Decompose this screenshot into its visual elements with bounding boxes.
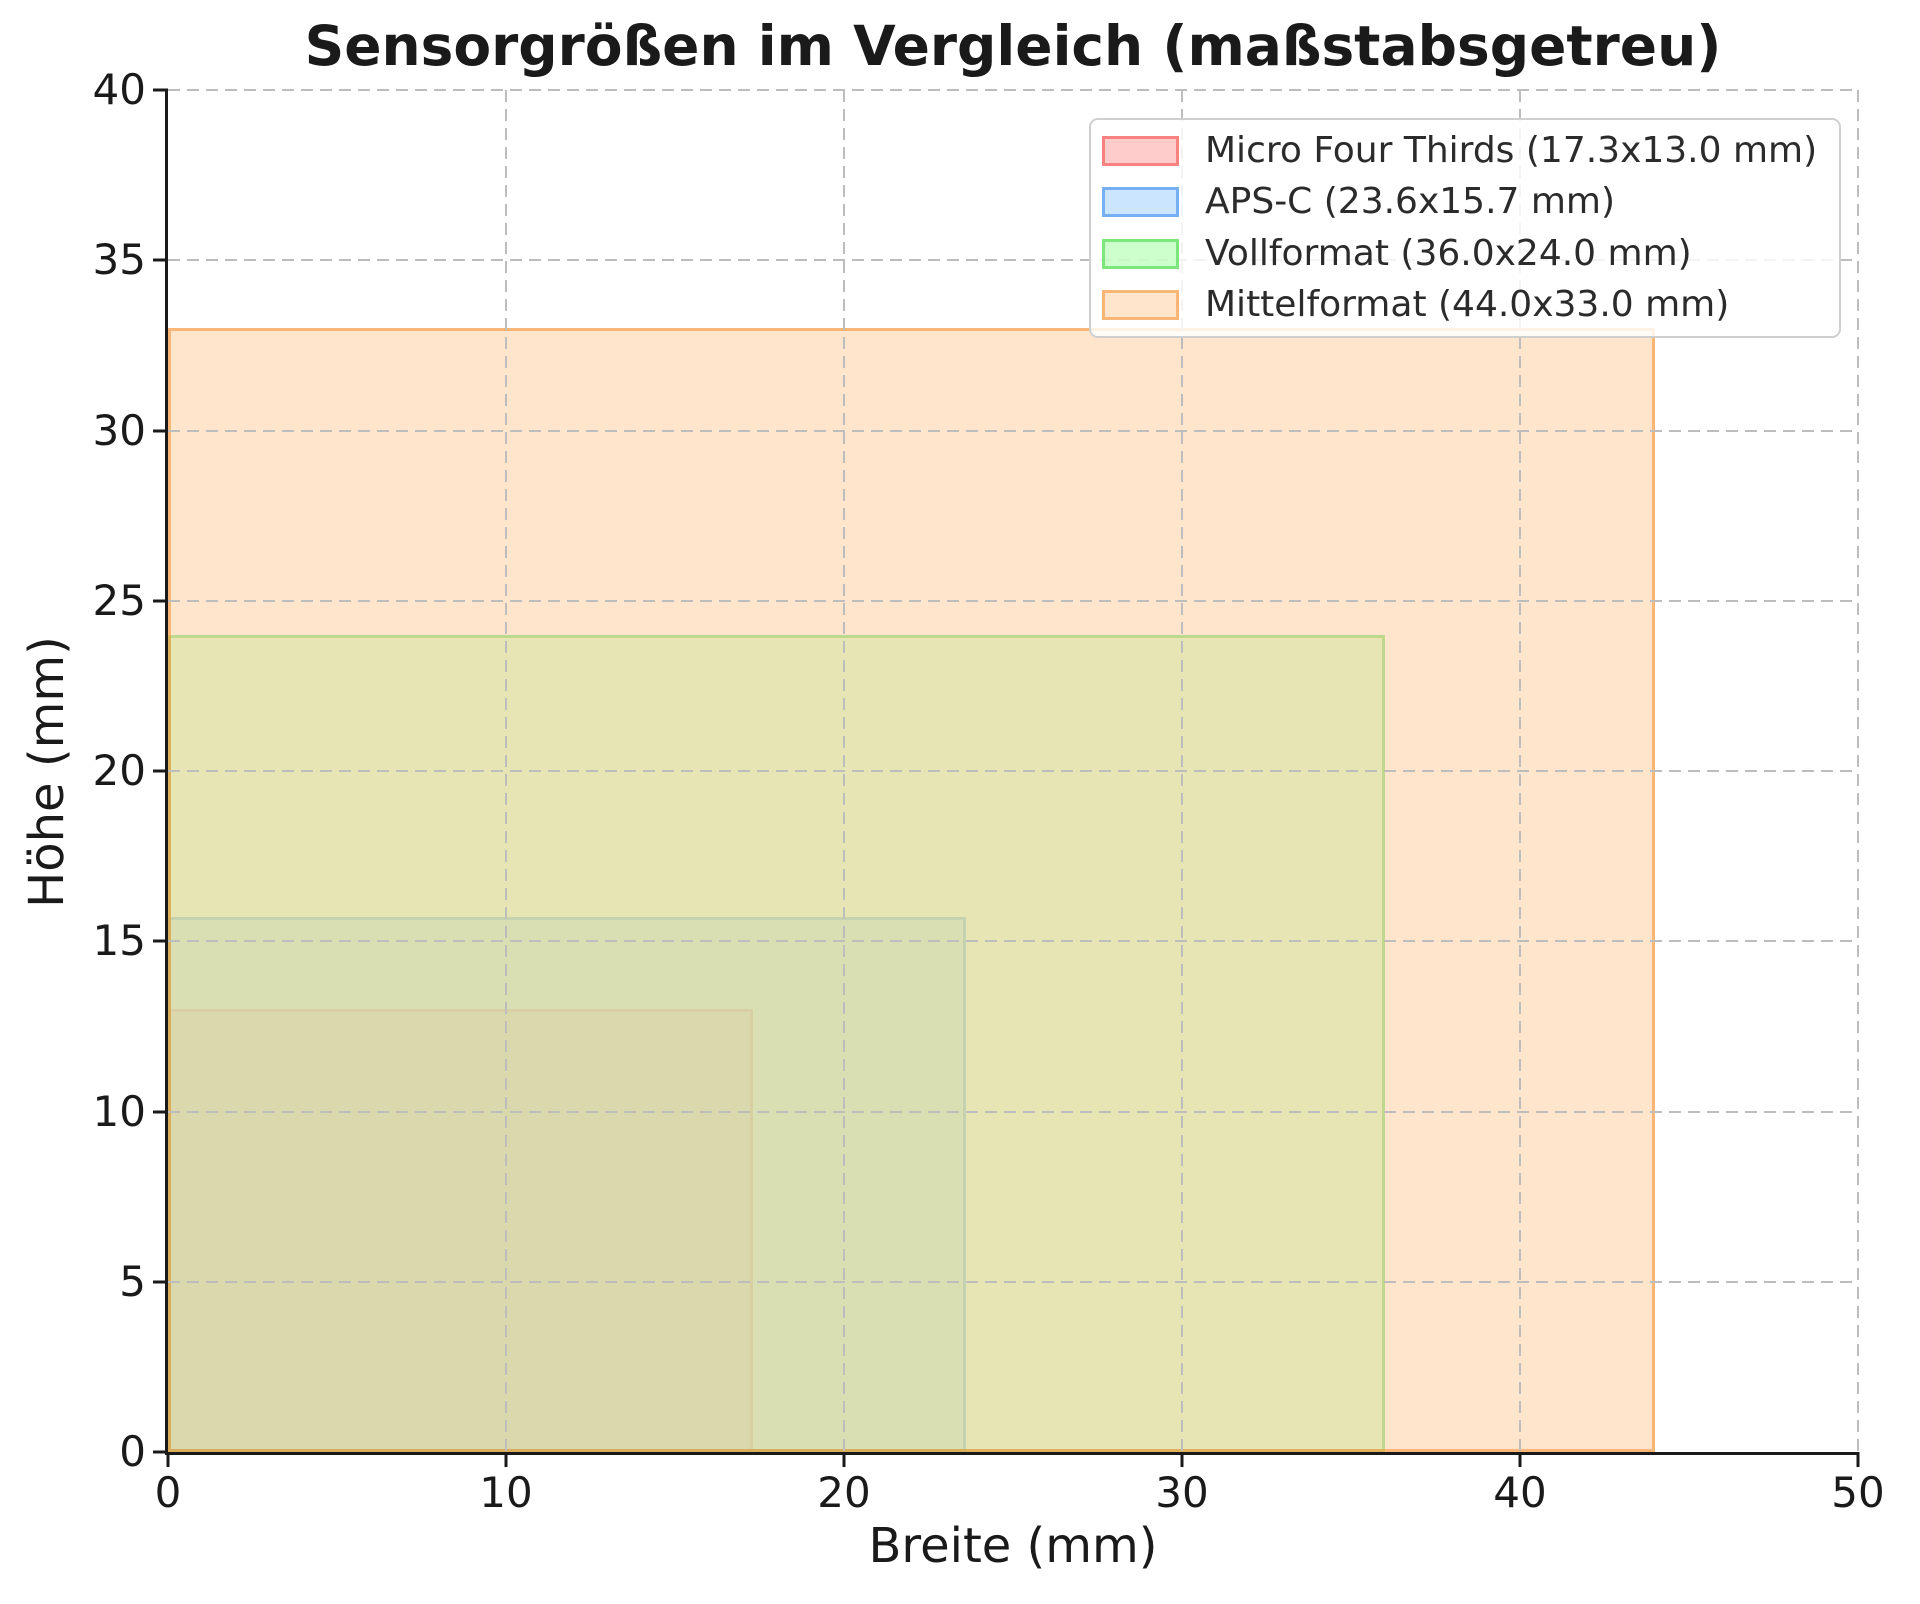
legend-swatch-vollformat [1102,238,1179,269]
x-tick-mark-0 [166,1452,170,1467]
legend-swatch-mittelformat [1102,289,1179,320]
y-gridline-40 [168,89,1858,91]
legend-item-micro-four-thirds: Micro Four Thirds (17.3x13.0 mm) [1102,133,1821,169]
legend-label-micro-four-thirds: Micro Four Thirds (17.3x13.0 mm) [1205,130,1818,171]
x-gridline-50 [1857,90,1859,1452]
y-tick-mark-15 [153,939,168,943]
legend-item-vollformat: Vollformat (36.0x24.0 mm) [1102,232,1821,274]
chart-title: Sensorgrößen im Vergleich (maßstabsgetre… [304,14,1722,78]
y-tick-label-10: 10 [92,1086,146,1136]
sensor-rect-mittelformat [168,328,1656,1452]
y-tick-mark-20 [153,769,168,773]
x-tick-label-0: 0 [154,1468,182,1517]
legend-swatch-aps-c [1102,187,1179,218]
legend-label-vollformat: Vollformat (36.0x24.0 mm) [1205,232,1692,274]
y-tick-mark-40 [153,88,168,92]
y-gridline-5 [168,1280,1858,1283]
x-axis-label: Breite (mm) [868,1518,1158,1574]
legend-item-mittelformat: Mittelformat (44.0x33.0 mm) [1102,283,1821,325]
y-axis-label: Höhe (mm) [19,636,75,908]
y-tick-mark-25 [153,599,168,603]
legend-item-aps-c: APS-C (23.6x15.7 mm) [1102,184,1821,220]
legend-label-aps-c: APS-C (23.6x15.7 mm) [1205,181,1616,223]
y-tick-label-20: 20 [92,746,146,795]
y-gridline-10 [168,1110,1858,1113]
y-gridline-15 [168,940,1858,943]
y-gridline-20 [168,770,1858,772]
x-tick-label-40: 40 [1493,1468,1547,1517]
x-tick-mark-30 [1180,1452,1184,1467]
x-tick-label-50: 50 [1831,1468,1885,1517]
x-tick-mark-40 [1518,1452,1522,1467]
y-gridline-30 [168,429,1858,432]
x-tick-label-20: 20 [817,1468,871,1517]
y-tick-label-5: 5 [119,1256,146,1306]
x-tick-mark-10 [504,1452,508,1467]
legend-swatch-micro-four-thirds [1102,136,1179,166]
y-tick-label-35: 35 [92,235,146,285]
y-tick-mark-35 [153,258,168,262]
x-tick-mark-50 [1856,1452,1860,1467]
x-tick-mark-20 [842,1452,846,1467]
y-tick-label-15: 15 [92,916,146,966]
legend: Micro Four Thirds (17.3x13.0 mm) APS-C (2… [1089,118,1841,338]
plot-area: Micro Four Thirds (17.3x13.0 mm) APS-C (2… [93,69,1885,1514]
y-gridline-25 [168,599,1858,602]
y-tick-mark-5 [153,1280,168,1284]
y-tick-label-0: 0 [119,1427,146,1476]
y-tick-label-40: 40 [92,65,146,114]
y-tick-mark-0 [153,1450,168,1454]
y-tick-mark-30 [153,429,168,432]
y-tick-label-30: 30 [92,405,146,455]
x-tick-label-30: 30 [1155,1468,1209,1517]
legend-label-mittelformat: Mittelformat (44.0x33.0 mm) [1205,283,1730,325]
y-tick-label-25: 25 [92,575,146,625]
grid-layer [168,89,1859,1452]
y-gridline-35 [168,259,1858,262]
y-tick-mark-10 [153,1110,168,1113]
x-tick-label-10: 10 [479,1468,533,1517]
